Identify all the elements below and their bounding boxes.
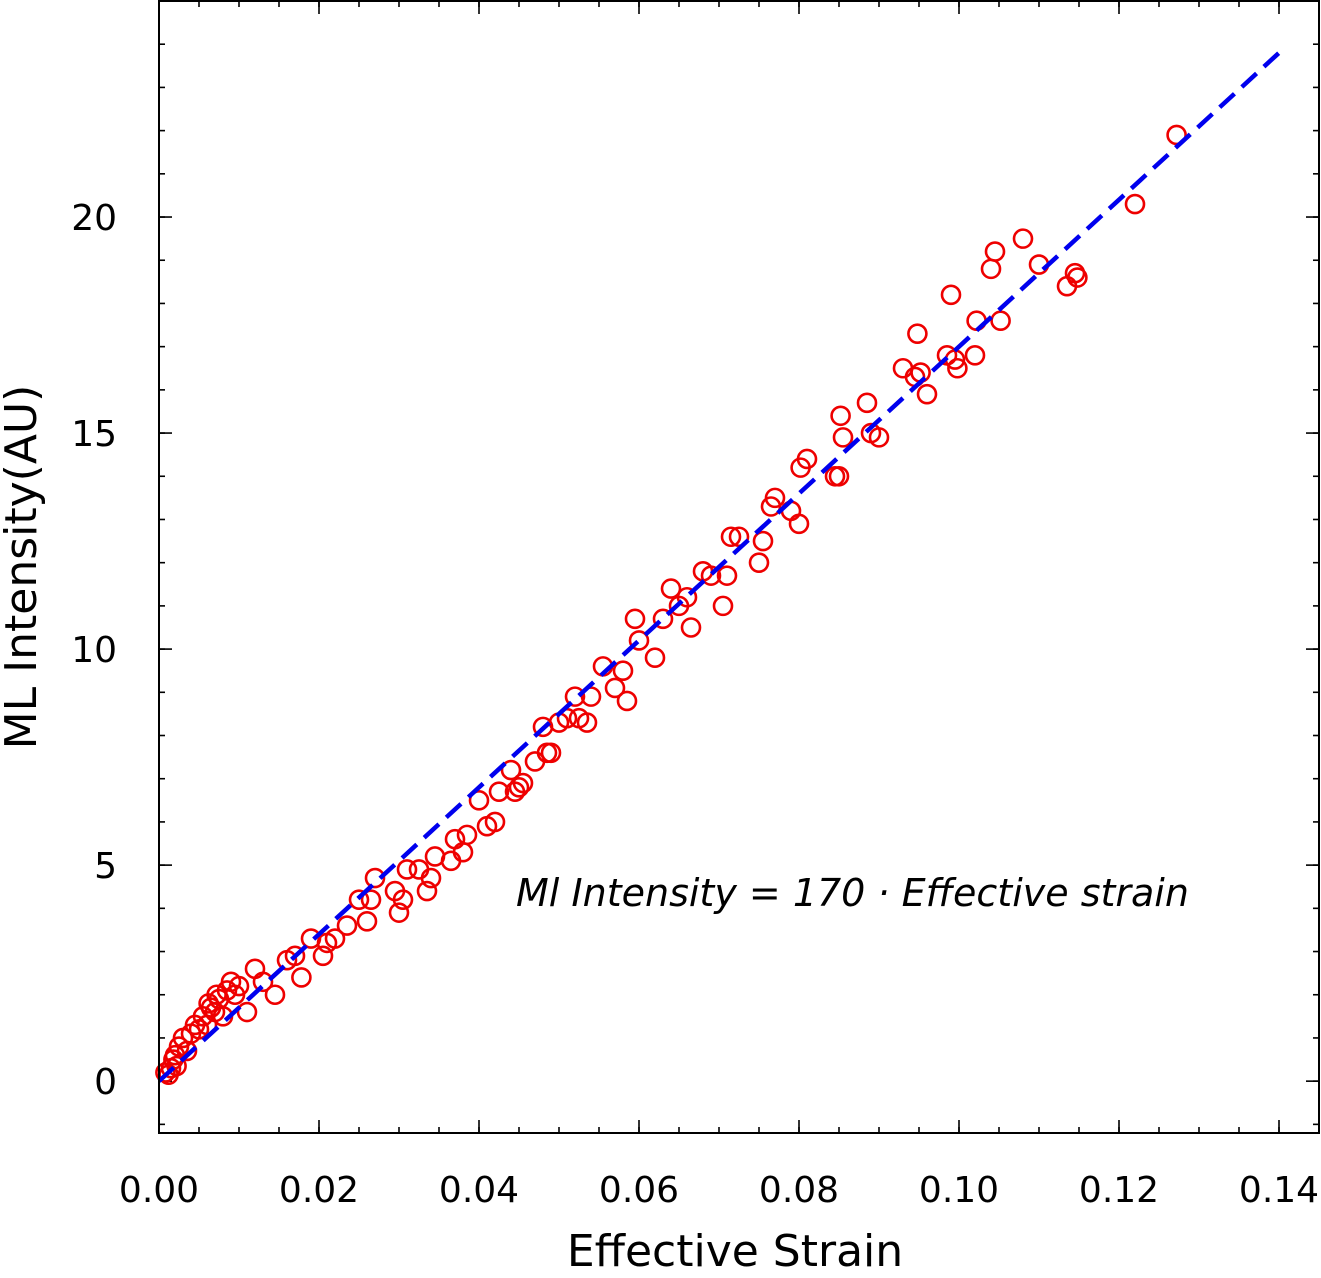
data-point: [1067, 267, 1088, 288]
x-tick-label: 0.08: [759, 1170, 839, 1211]
data-point: [1124, 193, 1146, 215]
y-tick-label: 10: [71, 630, 117, 671]
y-tick-label: 20: [71, 198, 117, 239]
data-point: [832, 427, 854, 448]
data-point: [576, 712, 598, 733]
y-tick-label: 15: [71, 414, 117, 455]
data-point: [916, 383, 938, 405]
x-tick-label: 0.04: [439, 1170, 519, 1211]
data-point: [356, 910, 378, 932]
data-point: [564, 686, 586, 707]
data-point: [452, 841, 474, 863]
data-point: [947, 357, 968, 379]
data-point: [624, 608, 646, 630]
data-point: [892, 357, 914, 379]
data-point: [830, 405, 851, 427]
data-point: [488, 781, 510, 802]
y-axis-title: ML Intensity(AU): [0, 385, 47, 750]
y-tick-label: 0: [94, 1062, 117, 1103]
data-point: [644, 647, 666, 669]
data-point: [540, 742, 562, 764]
data-point: [990, 310, 1011, 332]
x-tick-label: 0.06: [599, 1170, 679, 1211]
data-point: [652, 608, 674, 630]
data-point: [388, 902, 410, 923]
x-tick-label: 0.10: [919, 1170, 999, 1211]
data-point: [291, 967, 312, 988]
axis-ticks: 0.00 0.02 0.04 0.06 0.08 0.10 0.12 0.14 0 5 10 15 20: [71, 0, 1320, 1211]
data-point: [980, 258, 1002, 280]
data-point: [752, 530, 774, 552]
fit-line: [157, 51, 1281, 1083]
data-point: [660, 578, 682, 599]
data-point: [456, 824, 478, 846]
data-point: [712, 595, 734, 617]
data-point: [312, 945, 334, 967]
data-point: [716, 565, 738, 586]
data-point: [788, 513, 810, 535]
data-point: [236, 1001, 258, 1023]
data-point: [336, 915, 358, 936]
data-point: [396, 859, 418, 880]
data-point: [604, 677, 626, 699]
data-point: [440, 850, 462, 872]
data-point: [360, 889, 382, 910]
data-point: [580, 686, 602, 707]
data-point: [228, 975, 250, 997]
data-point: [508, 777, 530, 798]
data-point: [348, 889, 370, 910]
data-point: [166, 1055, 187, 1077]
data-point: [828, 465, 850, 487]
data-point: [796, 448, 818, 470]
data-point: [408, 859, 430, 880]
data-point: [392, 889, 414, 910]
data-point: [500, 759, 522, 781]
data-point: [680, 617, 702, 638]
data-point: [416, 880, 438, 902]
x-tick-label: 0.00: [119, 1170, 199, 1211]
data-point: [420, 867, 442, 889]
data-point: [720, 526, 742, 548]
data-point: [252, 971, 274, 993]
data-point: [484, 811, 506, 833]
data-point: [324, 928, 346, 949]
data-point: [868, 427, 890, 448]
data-point: [468, 790, 490, 811]
data-point: [628, 630, 650, 651]
data-point: [907, 323, 928, 344]
data-point: [940, 284, 962, 306]
data-point: [748, 552, 770, 573]
data-points: [155, 124, 1187, 1085]
data-point: [700, 565, 722, 586]
data-point: [676, 586, 698, 608]
x-tick-label: 0.14: [1239, 1170, 1319, 1211]
data-point: [612, 660, 634, 681]
plot-frame: [158, 0, 1320, 1134]
data-point: [244, 958, 266, 980]
data-point: [1012, 228, 1034, 249]
data-point: [964, 344, 986, 366]
x-axis-title: Effective Strain: [567, 1226, 903, 1277]
data-point: [856, 392, 878, 414]
data-point: [984, 241, 1006, 262]
x-tick-label: 0.12: [1079, 1170, 1159, 1211]
data-point: [764, 487, 786, 509]
fit-equation-annotation: Ml Intensity = 170 · Effective strain: [516, 871, 1189, 915]
data-point: [512, 772, 534, 794]
data-point: [264, 984, 286, 1006]
data-point: [444, 828, 466, 850]
y-tick-label: 5: [94, 846, 117, 887]
x-tick-label: 0.02: [279, 1170, 359, 1211]
data-point: [284, 945, 306, 967]
data-point: [364, 867, 386, 889]
data-point: [616, 690, 638, 712]
